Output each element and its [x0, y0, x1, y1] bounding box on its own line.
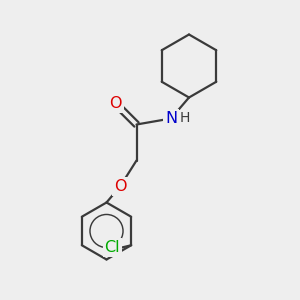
Text: Cl: Cl: [104, 240, 120, 255]
Text: O: O: [109, 96, 122, 111]
Text: O: O: [114, 179, 126, 194]
Text: H: H: [179, 112, 190, 125]
Text: N: N: [165, 111, 177, 126]
